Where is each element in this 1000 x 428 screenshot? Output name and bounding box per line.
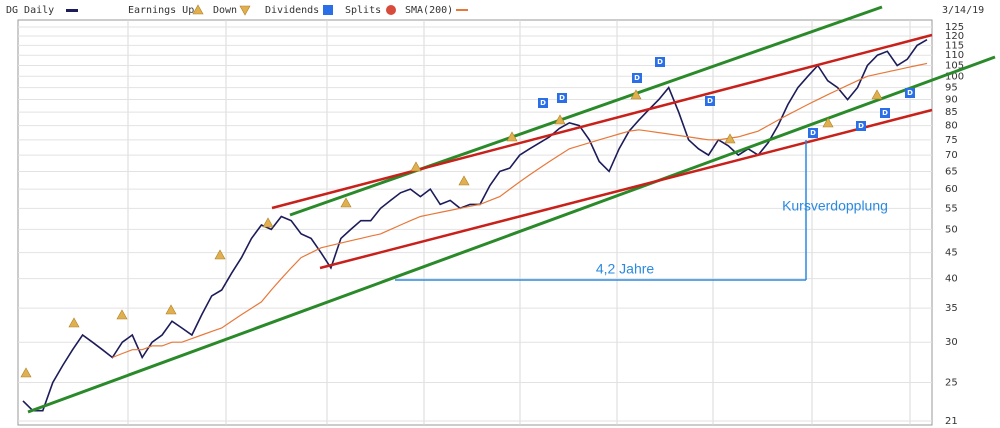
vertical-grid — [127, 20, 911, 425]
y-tick-label: 100 — [945, 71, 964, 82]
y-tick-label: 110 — [945, 50, 964, 61]
legend-label: Down — [213, 5, 237, 16]
y-tick-label: 40 — [945, 274, 958, 285]
legend-label: Dividends — [265, 5, 319, 16]
annotation: Kursverdopplung — [782, 198, 888, 214]
legend-swatch — [456, 9, 468, 11]
y-tick-label: 65 — [945, 166, 958, 177]
legend: DG Daily Earnings Up Down Dividends Spli… — [6, 4, 984, 16]
y-tick-label: 80 — [945, 121, 958, 132]
legend-label: DG Daily — [6, 5, 54, 16]
annotation: 4,2 Jahre — [596, 261, 655, 277]
y-tick-label: 45 — [945, 248, 958, 259]
legend-icon — [239, 5, 251, 16]
y-tick-label: 75 — [945, 135, 958, 146]
y-tick-label: 60 — [945, 184, 958, 195]
dividend-markers: D D D D D D D D D — [538, 57, 915, 138]
y-tick-label: 125 — [945, 22, 964, 33]
chart-date: 3/14/19 — [942, 5, 984, 16]
dividend-marker: D — [634, 74, 640, 82]
y-tick-label: 21 — [945, 416, 958, 427]
y-tick-label: 55 — [945, 203, 958, 214]
dividend-marker: D — [540, 99, 546, 107]
legend-icon — [192, 4, 204, 15]
y-tick-label: 30 — [945, 337, 958, 348]
series-line — [22, 39, 928, 412]
legend-label: SMA(200) — [405, 5, 453, 16]
series-line — [112, 62, 928, 359]
plot-frame — [17, 19, 933, 426]
legend-label: Splits — [345, 5, 381, 16]
trend-lines — [27, 5, 996, 414]
legend-label: Earnings Up — [128, 5, 194, 16]
legend-icon — [323, 5, 333, 15]
legend-icon — [386, 5, 396, 15]
dividend-marker: D — [559, 94, 565, 102]
y-tick-label: 95 — [945, 83, 958, 94]
dividend-marker: D — [810, 129, 816, 137]
y-tick-label: 85 — [945, 107, 958, 118]
y-tick-label: 115 — [945, 40, 964, 51]
dividend-marker: D — [882, 109, 888, 117]
y-tick-label: 120 — [945, 31, 964, 42]
y-tick-label: 90 — [945, 95, 958, 106]
y-tick-label: 25 — [945, 377, 958, 388]
y-tick-label: 35 — [945, 303, 958, 314]
earnings-markers — [20, 89, 883, 378]
y-tick-label: 105 — [945, 61, 964, 72]
dividend-marker: D — [858, 122, 864, 130]
dividend-marker: D — [657, 58, 663, 66]
legend-swatch — [66, 9, 78, 12]
y-tick-label: 50 — [945, 224, 958, 235]
dividend-marker: D — [907, 89, 913, 97]
dividend-marker: D — [707, 97, 713, 105]
y-tick-label: 70 — [945, 150, 958, 161]
